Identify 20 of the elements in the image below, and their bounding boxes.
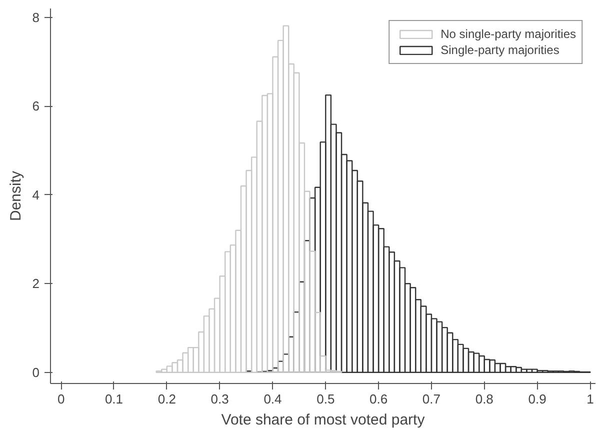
y-axis-title: Density bbox=[7, 170, 24, 222]
x-tick-label: 1 bbox=[586, 392, 594, 406]
y-tick-label: 8 bbox=[32, 10, 40, 25]
x-axis-title: Vote share of most voted party bbox=[221, 412, 426, 428]
x-tick-label: 0.3 bbox=[210, 392, 229, 406]
y-tick-label: 6 bbox=[32, 98, 40, 114]
x-tick-label: 0.5 bbox=[316, 392, 335, 406]
x-tick-label: 0 bbox=[57, 392, 65, 406]
x-tick-label: 0.6 bbox=[370, 392, 388, 406]
x-tick-label: 0.1 bbox=[104, 392, 124, 406]
x-tick-label: 0.4 bbox=[264, 392, 282, 406]
legend-label: Single-party majorities bbox=[440, 43, 560, 57]
x-tick-label: 0.7 bbox=[422, 392, 441, 406]
x-tick-label: 0.8 bbox=[475, 392, 494, 406]
y-tick-label: 2 bbox=[32, 276, 40, 292]
y-tick-label: 4 bbox=[32, 187, 40, 202]
y-tick-label: 0 bbox=[32, 364, 40, 380]
legend-label: No single-party majorities bbox=[440, 27, 576, 41]
x-tick-label: 0.2 bbox=[158, 392, 176, 406]
x-tick-label: 0.9 bbox=[528, 392, 546, 406]
